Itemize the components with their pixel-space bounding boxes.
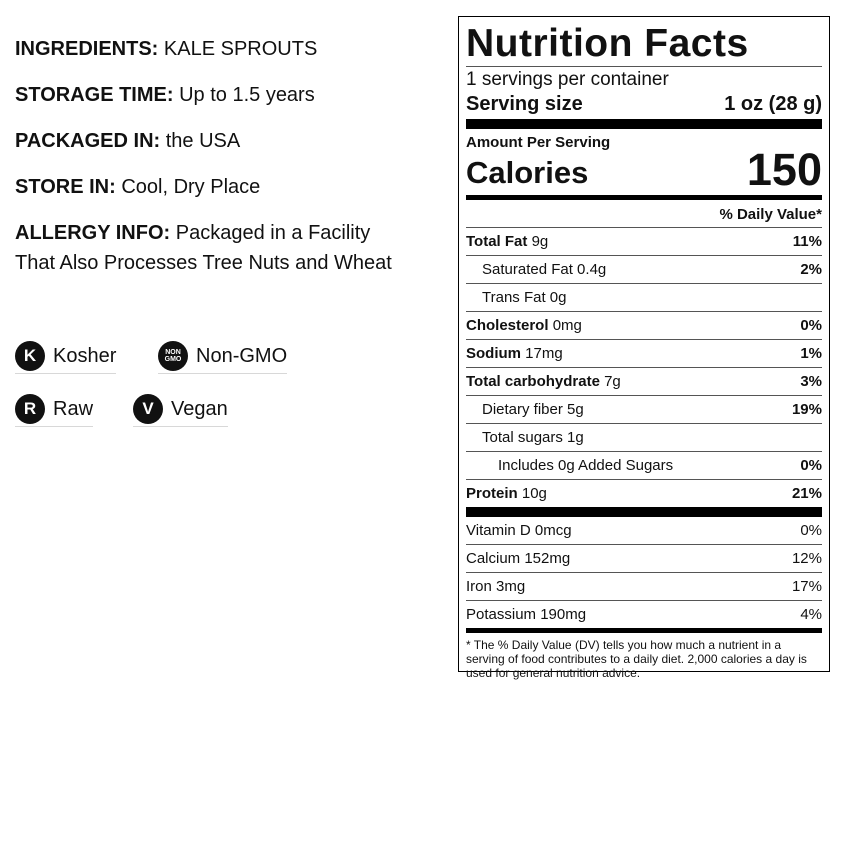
ingredients-line: INGREDIENTS: KALE SPROUTS <box>15 34 410 64</box>
nutrient-row-total-carbohydrate: Total carbohydrate 7g 3% <box>466 368 822 396</box>
nutrient-name: Dietary fiber 5g <box>482 401 584 418</box>
storage-time-line: STORAGE TIME: Up to 1.5 years <box>15 80 410 110</box>
nutrient-pct: 21% <box>791 485 822 502</box>
nutrient-pct: 0% <box>800 457 822 474</box>
vitamin-row-potassium: Potassium 190mg 4% <box>466 601 822 628</box>
nutrient-pct: 19% <box>791 401 822 418</box>
amount-per-serving: Amount Per Serving <box>466 134 611 151</box>
nutrient-amount: 17mg <box>525 345 563 362</box>
store-in-value: Cool, Dry Place <box>121 176 261 198</box>
nutrient-amount: 10g <box>521 485 547 502</box>
packaged-in-label: PACKAGED IN: <box>15 130 161 152</box>
calories-row: Calories 150 <box>466 144 822 195</box>
nutrient-row-trans-fat: Trans Fat 0g <box>466 284 822 312</box>
store-in-line: STORE IN: Cool, Dry Place <box>15 172 410 202</box>
vitamin-pct: 12% <box>791 550 822 567</box>
badge-label: Vegan <box>171 397 228 420</box>
diet-badges: K Kosher NON GMO Non-GMO R Raw V Vegan <box>15 341 415 447</box>
nutrient-pct: 3% <box>800 373 822 390</box>
vitamin-row-vitamin-d: Vitamin D 0mcg 0% <box>466 517 822 545</box>
allergy-label: ALLERGY INFO: <box>15 222 171 244</box>
storage-time-value: Up to 1.5 years <box>179 84 315 106</box>
allergy-value: Packaged in a Facility That Also Process… <box>15 222 392 274</box>
calories-label: Calories <box>466 155 589 190</box>
badge-row: R Raw V Vegan <box>15 394 415 430</box>
vitamin-pct: 17% <box>791 578 822 595</box>
badge-row: K Kosher NON GMO Non-GMO <box>15 341 415 377</box>
nutrient-row-added-sugars: Includes 0g Added Sugars 0% <box>466 452 822 480</box>
allergy-line: ALLERGY INFO: Packaged in a Facility Tha… <box>15 218 410 278</box>
nutrient-amount: 7g <box>604 373 621 390</box>
divider-thick <box>466 507 822 517</box>
vegan-icon: V <box>133 394 163 424</box>
packaged-in-value: the USA <box>165 130 241 152</box>
vitamin-pct: 4% <box>800 606 822 623</box>
vitamin-pct: 0% <box>800 522 822 539</box>
vitamin-name: Vitamin D 0mcg <box>466 522 572 539</box>
kosher-badge[interactable]: K Kosher <box>15 341 117 374</box>
nutrient-row-dietary-fiber: Dietary fiber 5g 19% <box>466 396 822 424</box>
nutrition-facts-panel: Nutrition Facts 1 servings per container… <box>458 16 830 680</box>
serving-size-label: Serving size <box>466 93 583 115</box>
vitamin-row-calcium: Calcium 152mg 12% <box>466 545 822 573</box>
badge-label: Raw <box>53 397 94 420</box>
badge-label: Non-GMO <box>196 344 288 367</box>
nutrient-row-cholesterol: Cholesterol 0mg 0% <box>466 312 822 340</box>
daily-value-header: % Daily Value* <box>466 200 822 228</box>
serving-size-value: 1 oz (28 g) <box>724 93 822 115</box>
vitamin-name: Potassium 190mg <box>466 606 587 623</box>
nutrient-name: Trans Fat 0g <box>482 289 567 306</box>
nutrient-pct: 11% <box>792 233 822 250</box>
nutrient-name: Total Fat <box>466 233 528 250</box>
badge-label: Kosher <box>53 344 117 367</box>
nutrient-amount: 9g <box>531 233 549 250</box>
non-gmo-icon: NON GMO <box>158 341 188 371</box>
raw-badge[interactable]: R Raw <box>15 394 94 427</box>
nutrient-row-sodium: Sodium 17mg 1% <box>466 340 822 368</box>
vegan-badge[interactable]: V Vegan <box>133 394 228 427</box>
nutrient-row-saturated-fat: Saturated Fat 0.4g 2% <box>466 256 822 284</box>
nutrient-row-total-fat: Total Fat 9g 11% <box>466 228 822 256</box>
nutrient-pct: 1% <box>800 345 822 362</box>
ingredients-label: INGREDIENTS: <box>15 38 159 60</box>
store-in-label: STORE IN: <box>15 176 116 198</box>
nutrient-name: Total sugars 1g <box>482 429 584 446</box>
product-info: INGREDIENTS: KALE SPROUTS STORAGE TIME: … <box>15 34 410 308</box>
nutrient-name: Saturated Fat 0.4g <box>482 261 607 278</box>
nutrient-name: Total carbohydrate <box>466 373 600 390</box>
serving-size: Serving size 1 oz (28 g) <box>466 92 822 119</box>
nutrient-name: Sodium <box>466 345 521 362</box>
nutrient-row-total-sugars: Total sugars 1g <box>466 424 822 452</box>
ingredients-value: KALE SPROUTS <box>163 38 318 60</box>
nutrient-pct: 2% <box>800 261 822 278</box>
nutrition-title: Nutrition Facts <box>466 23 822 67</box>
nutrient-name: Cholesterol <box>466 317 549 334</box>
raw-icon: R <box>15 394 45 424</box>
storage-time-label: STORAGE TIME: <box>15 84 174 106</box>
nutrient-name: Includes 0g Added Sugars <box>498 457 674 474</box>
vitamin-row-iron: Iron 3mg 17% <box>466 573 822 601</box>
kosher-icon: K <box>15 341 45 371</box>
divider-thick <box>466 119 822 129</box>
divider-medium <box>466 195 822 200</box>
non-gmo-badge[interactable]: NON GMO Non-GMO <box>158 341 288 374</box>
nutrient-name: Protein <box>466 485 518 502</box>
nutrient-amount: 0mg <box>552 317 582 334</box>
calories-value: 150 <box>746 144 822 195</box>
vitamin-name: Calcium 152mg <box>466 550 571 567</box>
nutrient-row-protein: Protein 10g 21% <box>466 480 822 507</box>
daily-value-footnote: * The % Daily Value (DV) tells you how m… <box>466 638 807 680</box>
nutrient-pct: 0% <box>800 317 822 334</box>
divider-medium <box>466 628 822 633</box>
vitamin-name: Iron 3mg <box>466 578 526 595</box>
servings-per-container: 1 servings per container <box>466 69 669 90</box>
packaged-in-line: PACKAGED IN: the USA <box>15 126 410 156</box>
